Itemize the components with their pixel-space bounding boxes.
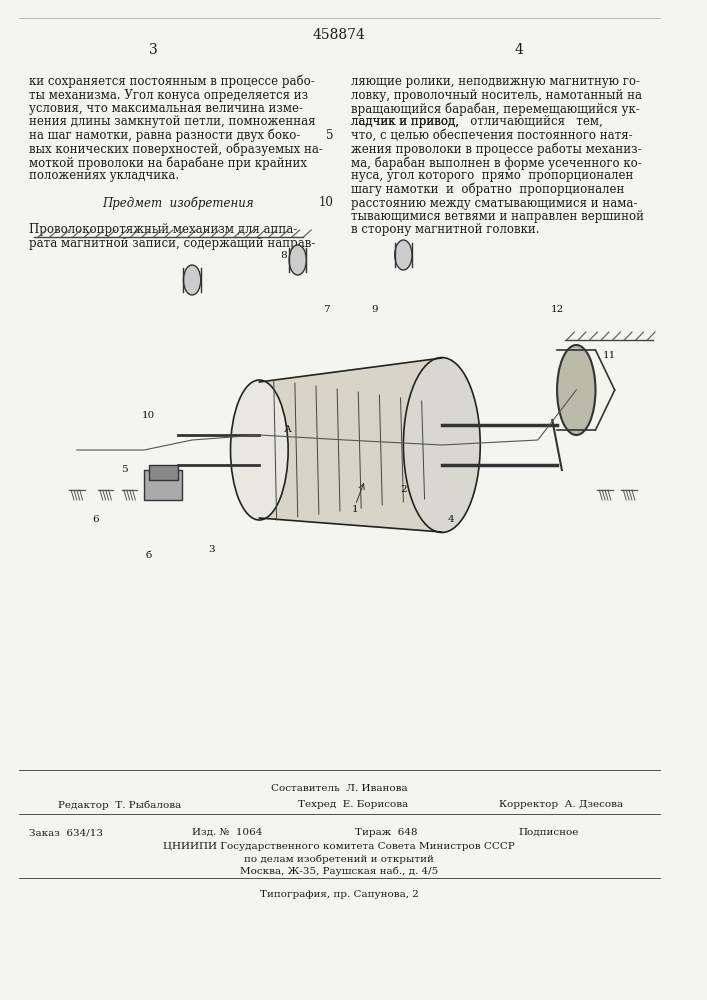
Text: жения проволоки в процессе работы механиз-: жения проволоки в процессе работы механи… bbox=[351, 142, 641, 156]
Text: ма, барабан выполнен в форме усеченного ко-: ма, барабан выполнен в форме усеченного … bbox=[351, 156, 641, 169]
Ellipse shape bbox=[289, 245, 306, 275]
Text: Типография, пр. Сапунова, 2: Типография, пр. Сапунова, 2 bbox=[259, 890, 419, 899]
Text: ты механизма. Угол конуса определяется из: ты механизма. Угол конуса определяется и… bbox=[29, 89, 308, 102]
Text: ки сохраняется постоянным в процессе рабо-: ки сохраняется постоянным в процессе раб… bbox=[29, 75, 315, 89]
Text: Подписное: Подписное bbox=[519, 828, 579, 837]
Text: 5: 5 bbox=[326, 129, 333, 142]
Text: 3: 3 bbox=[208, 546, 215, 554]
Text: на шаг намотки, равна разности двух боко-: на шаг намотки, равна разности двух боко… bbox=[29, 129, 300, 142]
Text: Изд. №  1064: Изд. № 1064 bbox=[192, 828, 262, 837]
Text: что, с целью обеспечения постоянного натя-: что, с целью обеспечения постоянного нат… bbox=[351, 129, 632, 142]
Text: ладчик и привод,: ладчик и привод, bbox=[351, 115, 470, 128]
Text: 4: 4 bbox=[448, 516, 455, 524]
Text: Москва, Ж-35, Раушская наб., д. 4/5: Москва, Ж-35, Раушская наб., д. 4/5 bbox=[240, 866, 438, 876]
Text: ляющие ролики, неподвижную магнитную го-: ляющие ролики, неподвижную магнитную го- bbox=[351, 75, 640, 88]
Text: вых конических поверхностей, образуемых на-: вых конических поверхностей, образуемых … bbox=[29, 142, 322, 156]
Text: ладчик и привод,   отличающийся   тем,: ладчик и привод, отличающийся тем, bbox=[351, 115, 602, 128]
Text: в сторону магнитной головки.: в сторону магнитной головки. bbox=[351, 224, 539, 236]
Text: ЦНИИПИ Государственного комитета Совета Министров СССР: ЦНИИПИ Государственного комитета Совета … bbox=[163, 842, 515, 851]
Bar bbox=[144, 470, 182, 500]
Bar bbox=[24, 225, 662, 655]
Text: 458874: 458874 bbox=[312, 28, 366, 42]
Text: ловку, проволочный носитель, намотанный на: ловку, проволочный носитель, намотанный … bbox=[351, 89, 641, 102]
Text: 7: 7 bbox=[323, 306, 330, 314]
Text: Редактор  Т. Рыбалова: Редактор Т. Рыбалова bbox=[58, 800, 181, 810]
Text: 6: 6 bbox=[93, 516, 100, 524]
Text: рата магнитной записи, содержащий направ-: рата магнитной записи, содержащий направ… bbox=[29, 237, 315, 250]
Text: 2: 2 bbox=[400, 486, 407, 494]
Text: Предмет  изобретения: Предмет изобретения bbox=[102, 196, 254, 210]
Text: тывающимися ветвями и направлен вершиной: тывающимися ветвями и направлен вершиной bbox=[351, 210, 643, 223]
Text: 10: 10 bbox=[142, 410, 156, 420]
Text: расстоянию между сматывающимися и нама-: расстоянию между сматывающимися и нама- bbox=[351, 196, 637, 210]
Text: нуса, угол которого  прямо  пропорционален: нуса, угол которого прямо пропорционален bbox=[351, 169, 633, 182]
Text: ладчик и привод,: ладчик и привод, bbox=[351, 115, 470, 128]
Ellipse shape bbox=[395, 240, 412, 270]
Text: Заказ  634/13: Заказ 634/13 bbox=[29, 828, 103, 837]
Bar bbox=[149, 465, 177, 480]
Text: 8: 8 bbox=[280, 250, 286, 259]
Text: Техред  Е. Борисова: Техред Е. Борисова bbox=[298, 800, 408, 809]
Text: А: А bbox=[284, 426, 292, 434]
Ellipse shape bbox=[404, 358, 480, 532]
Ellipse shape bbox=[557, 345, 595, 435]
Text: вращающийся барабан, перемещающийся ук-: вращающийся барабан, перемещающийся ук- bbox=[351, 102, 639, 115]
Text: 5: 5 bbox=[122, 466, 128, 475]
Text: 4: 4 bbox=[514, 43, 523, 57]
Ellipse shape bbox=[230, 380, 288, 520]
Text: 12: 12 bbox=[551, 306, 563, 314]
Text: б: б bbox=[146, 550, 152, 560]
Text: 1: 1 bbox=[352, 506, 358, 514]
Text: Корректор  А. Дзесова: Корректор А. Дзесова bbox=[499, 800, 624, 809]
Text: 10: 10 bbox=[318, 196, 333, 210]
Text: 9: 9 bbox=[371, 306, 378, 314]
Text: Составитель  Л. Иванова: Составитель Л. Иванова bbox=[271, 784, 407, 793]
Text: Проволокопротяжный механизм для аппа-: Проволокопротяжный механизм для аппа- bbox=[29, 224, 297, 236]
Text: положениях укладчика.: положениях укладчика. bbox=[29, 169, 179, 182]
Text: Тираж  648: Тираж 648 bbox=[356, 828, 418, 837]
Text: нения длины замкнутой петли, помноженная: нения длины замкнутой петли, помноженная bbox=[29, 115, 315, 128]
Text: 3: 3 bbox=[149, 43, 158, 57]
Text: условия, что максимальная величина изме-: условия, что максимальная величина изме- bbox=[29, 102, 303, 115]
Text: по делам изобретений и открытий: по делам изобретений и открытий bbox=[244, 854, 434, 863]
Text: моткой проволоки на барабане при крайних: моткой проволоки на барабане при крайних bbox=[29, 156, 307, 169]
Text: шагу намотки  и  обратно  пропорционален: шагу намотки и обратно пропорционален bbox=[351, 183, 624, 196]
Ellipse shape bbox=[183, 265, 201, 295]
PathPatch shape bbox=[259, 358, 442, 532]
Text: 11: 11 bbox=[603, 351, 617, 360]
